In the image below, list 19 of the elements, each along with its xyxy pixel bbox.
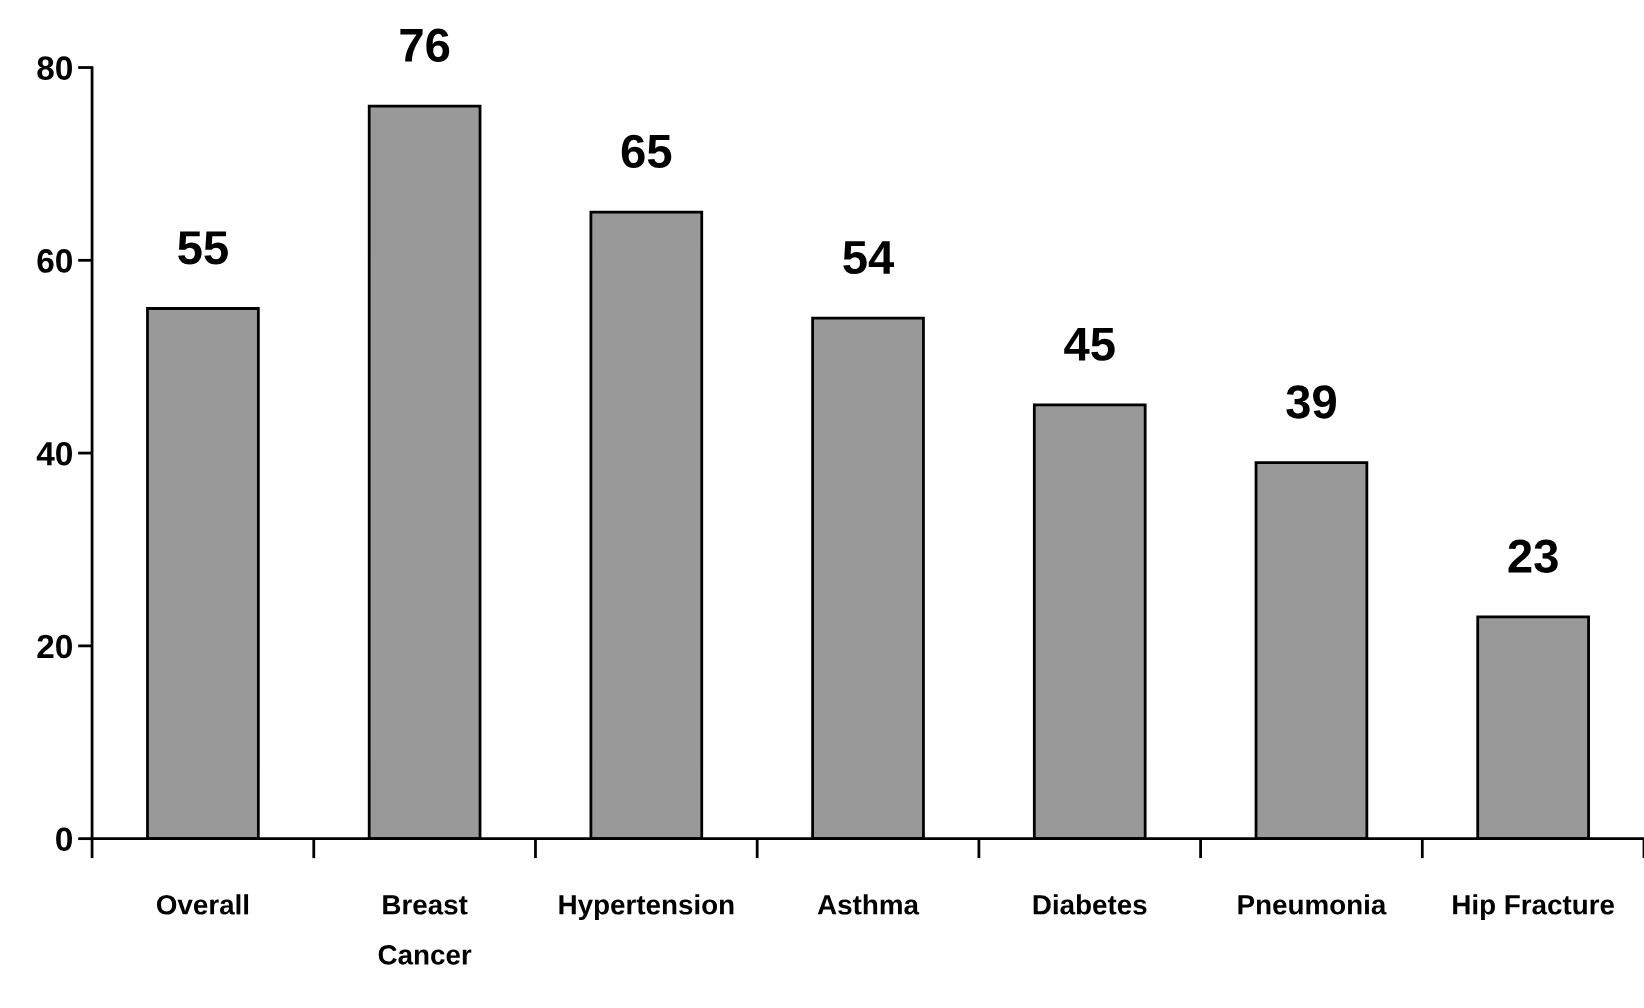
data-label: 54 — [843, 241, 895, 275]
y-tick-label: 60 — [37, 249, 72, 273]
data-label: 39 — [1286, 385, 1336, 419]
y-tick-label: 0 — [56, 827, 72, 852]
x-tick-label: Overall — [156, 894, 249, 915]
x-tick-label: Pneumonia — [1238, 894, 1387, 915]
x-tick-label: Breast Cancer — [378, 895, 472, 965]
x-tick-label: Hip Fracture — [1453, 894, 1615, 921]
x-tick-label: Hypertension — [559, 894, 734, 921]
y-tick-label: 20 — [37, 634, 72, 659]
data-label: 76 — [400, 28, 450, 63]
data-label: 45 — [1064, 327, 1115, 361]
x-tick-label: Asthma — [817, 894, 920, 915]
data-label: 55 — [178, 231, 228, 265]
data-label: 65 — [621, 134, 672, 169]
y-tick-label: 80 — [37, 56, 72, 80]
data-label: 23 — [1508, 539, 1558, 573]
x-tick-label: Diabetes — [1033, 894, 1147, 915]
y-tick-label: 40 — [36, 441, 72, 466]
